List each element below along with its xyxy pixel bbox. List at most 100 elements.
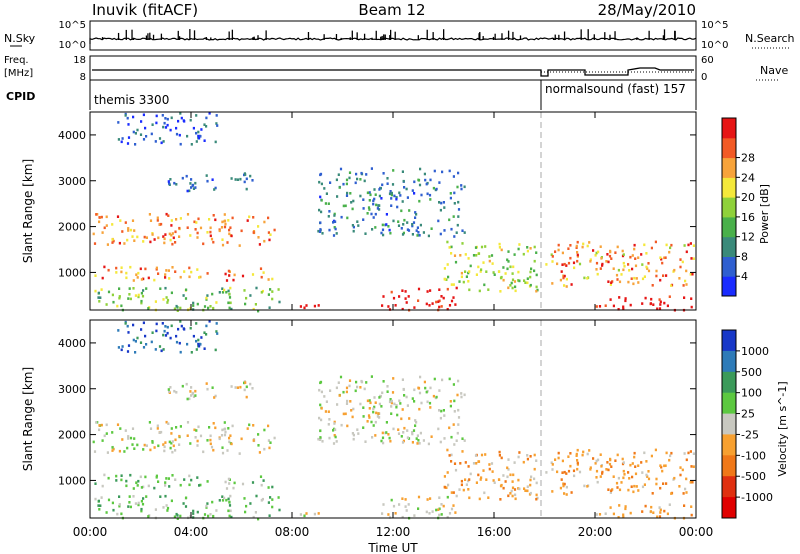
power-cell [124,221,127,224]
velocity-cell [352,437,355,441]
power-cell [604,304,607,307]
velocity-cell [618,504,621,507]
velocity-cell [355,380,358,384]
velocity-cell [545,471,548,474]
velocity-cell [620,481,623,484]
velocity-cell [627,488,630,492]
power-cell [641,263,644,266]
velocity-cell [370,375,373,378]
velocity-cell [641,485,645,489]
velocity-cell [299,513,302,516]
velocity-cell [530,475,533,479]
velocity-cell [526,454,529,457]
velocity-cells [92,320,695,521]
velocity-cell [334,435,337,439]
velocity-cell [418,407,421,411]
power-cell [380,197,383,200]
power-cell [576,251,579,254]
power-cell [244,173,247,176]
colorbar-tick-label: 8 [741,250,748,263]
power-cell [124,114,127,117]
velocity-cell [435,508,438,512]
velocity-cell [560,478,563,481]
power-cell [230,307,233,311]
velocity-cell [213,396,216,399]
velocity-cell [429,406,432,409]
velocity-cell [140,507,143,511]
power-cell [647,269,651,273]
power-cell [661,261,664,265]
velocity-cell [132,495,135,498]
velocity-cell [583,484,586,488]
velocity-cell [175,426,178,429]
power-cell [147,276,150,280]
velocity-cell [479,478,482,481]
velocity-cell [589,468,592,471]
power-cell [155,266,158,270]
velocity-cell [411,432,414,436]
velocity-cell [313,512,316,516]
power-cell [218,291,221,294]
power-cell [402,231,405,235]
power-cell [575,244,578,248]
velocity-cell [186,397,189,401]
power-cell [394,304,397,307]
power-cell [562,274,565,278]
power-cell [139,267,142,271]
power-cell [406,228,409,231]
velocity-cell [659,511,662,514]
power-cell [506,267,509,271]
velocity-cell [582,450,585,454]
power-cell [228,292,231,296]
power-cell [575,246,578,249]
power-cell [132,130,135,134]
power-cell [127,229,130,232]
power-cell [98,216,101,219]
power-cell [431,302,434,305]
power-cell [415,229,418,232]
velocity-cell [320,418,323,422]
power-cell [502,278,505,282]
velocity-cell [683,504,686,507]
power-cell [381,304,384,307]
power-cell [655,269,658,273]
velocity-cell [162,348,165,351]
power-cell [372,202,375,206]
power-cell [437,219,440,223]
power-cell [267,231,270,234]
velocity-cell [111,449,114,452]
velocity-cell [163,445,166,449]
velocity-cell [158,345,162,348]
power-cell [327,215,330,218]
power-cell [418,234,421,237]
power-cell [192,304,195,307]
power-cell [668,295,671,298]
power-cell [595,305,598,308]
power-cell [512,265,515,269]
power-cell [127,227,130,230]
velocity-cell [438,513,441,517]
velocity-cell [249,382,252,386]
velocity-cell [375,411,378,415]
power-cell [673,268,676,272]
velocity-cell [267,424,270,428]
power-cell [158,223,161,226]
power-cell [223,225,227,229]
power-cell [367,206,371,209]
velocity-cell [252,515,255,519]
velocity-cell [567,469,571,473]
power-cell [245,296,248,300]
velocity-cell [658,506,661,509]
velocity-cell [170,427,173,430]
power-cell [659,300,662,304]
velocity-cell [169,446,172,450]
power-cell [498,246,501,249]
power-cell [226,241,229,244]
power-cell [610,257,613,260]
velocity-cell [206,502,209,505]
power-cell [659,278,662,282]
power-cell [248,215,251,219]
power-cell [192,187,196,190]
power-cell [134,143,137,146]
power-cell [225,290,228,294]
